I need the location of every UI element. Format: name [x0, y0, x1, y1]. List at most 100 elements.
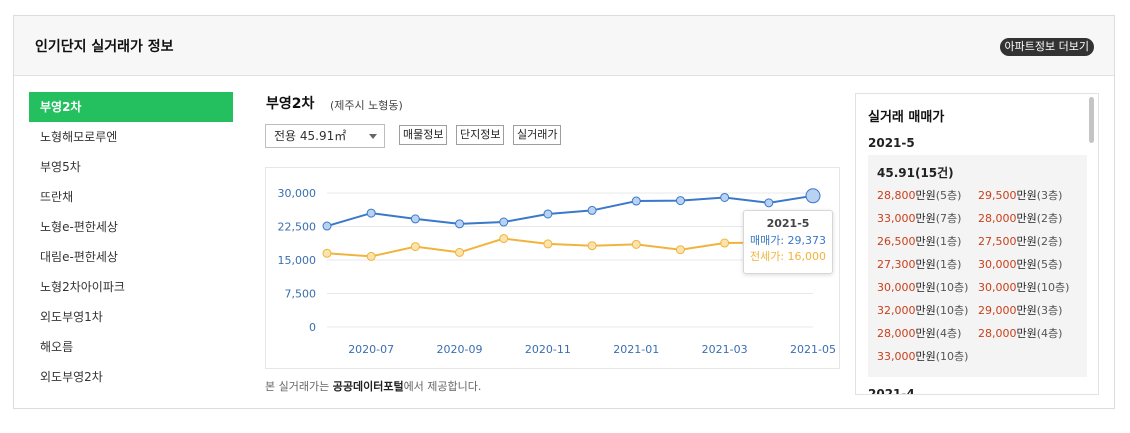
deal-item: 28,000만원(2층): [978, 210, 1062, 226]
deal-unit: 만원: [915, 304, 936, 317]
sidebar-item[interactable]: 해오름: [40, 340, 74, 354]
deal-floor: (2층): [1036, 235, 1063, 248]
series-line: [326, 194, 814, 228]
deal-item: 28,000만원(4층): [877, 325, 961, 341]
data-point[interactable]: [543, 239, 553, 249]
deal-amount: 29,500: [978, 189, 1017, 202]
deal-floor: (4층): [1036, 327, 1063, 340]
data-point[interactable]: [675, 196, 685, 206]
tooltip-sale-price: 매매가: 29,373: [749, 234, 827, 247]
x-tick-label: 2020-09: [437, 343, 483, 356]
panel-title: 인기단지 실거래가 정보: [35, 39, 174, 55]
deal-unit: 만원: [915, 212, 936, 225]
deal-unit: 만원: [915, 350, 936, 363]
tooltip-jeonse-price: 전세가: 16,000: [749, 250, 827, 263]
x-tick-label: 2021-01: [613, 343, 659, 356]
data-point[interactable]: [587, 241, 597, 251]
y-tick-label: 22,500: [278, 221, 317, 234]
data-point[interactable]: [720, 192, 730, 202]
data-point[interactable]: [764, 198, 774, 208]
deal-amount: 32,000: [877, 304, 916, 317]
data-point[interactable]: [631, 196, 641, 206]
chart-tooltip: 2021-5 매매가: 29,373 전세가: 16,000: [743, 210, 833, 274]
deal-amount: 30,000: [978, 258, 1017, 271]
data-point[interactable]: [587, 205, 597, 215]
x-tick-label: 2020-07: [348, 343, 394, 356]
deal-unit: 만원: [915, 235, 936, 248]
area-select-value: 전용 45.91㎡: [274, 129, 347, 143]
deal-unit: 만원: [915, 189, 936, 202]
deal-floor: (10층): [935, 350, 969, 363]
y-tick-label: 15,000: [278, 254, 317, 267]
deal-amount: 33,000: [877, 212, 916, 225]
data-point[interactable]: [322, 248, 332, 258]
deal-amount: 28,000: [978, 327, 1017, 340]
apartment-location: (제주시 노형동): [330, 99, 403, 112]
sidebar-item[interactable]: 부영5차: [40, 160, 81, 174]
deal-item: 27,300만원(1층): [877, 256, 961, 272]
deal-unit: 만원: [1016, 304, 1037, 317]
data-point[interactable]: [455, 247, 465, 257]
source-note-suffix: 에서 제공합니다.: [403, 380, 482, 393]
deal-unit: 만원: [1016, 258, 1037, 271]
deal-item: 28,800만원(5층): [877, 187, 961, 203]
deal-unit: 만원: [915, 327, 936, 340]
series-line: [326, 237, 814, 258]
data-point[interactable]: [675, 245, 685, 255]
deal-amount: 30,000: [978, 281, 1017, 294]
price-chart: 30,000 22,500 15,000 7,500 0 2020-07 2020-09 20…: [265, 167, 840, 369]
x-tick-label: 2021-05: [790, 343, 836, 356]
area-select[interactable]: 전용 45.91㎡: [265, 124, 385, 148]
data-point[interactable]: [322, 221, 332, 231]
data-point[interactable]: [366, 251, 376, 261]
deal-floor: (10층): [1036, 281, 1070, 294]
data-point[interactable]: [410, 214, 420, 224]
tab-real-price[interactable]: 실거래가: [513, 125, 562, 145]
deal-item: 29,000만원(3층): [978, 302, 1062, 318]
y-tick-label: 30,000: [278, 187, 317, 200]
deal-item: 28,000만원(4층): [978, 325, 1062, 341]
data-point[interactable]: [455, 219, 465, 229]
deal-floor: (1층): [935, 258, 962, 271]
sidebar-item[interactable]: 뜨란채: [40, 190, 74, 204]
deal-unit: 만원: [1016, 189, 1037, 202]
data-point[interactable]: [410, 242, 420, 252]
data-point[interactable]: [543, 209, 553, 219]
source-note-prefix: 본 실거래가는: [265, 380, 333, 393]
data-point[interactable]: [631, 239, 641, 249]
sidebar-item[interactable]: 부영2차: [29, 92, 233, 122]
deals-next-month: 2021-4: [868, 387, 915, 395]
deal-amount: 33,000: [877, 350, 916, 363]
deals-scrollbar[interactable]: [1089, 97, 1094, 143]
deal-floor: (5층): [935, 189, 962, 202]
sidebar-item[interactable]: 노형해모로루엔: [40, 130, 118, 144]
sidebar-item[interactable]: 외도부영2차: [40, 370, 103, 384]
tab-listing-info[interactable]: 매물정보: [399, 125, 448, 145]
deal-floor: (10층): [935, 281, 969, 294]
deal-item: 30,000만원(10층): [877, 279, 968, 295]
deal-amount: 28,000: [877, 327, 916, 340]
deal-item: 26,500만원(1층): [877, 233, 961, 249]
data-point[interactable]: [720, 238, 730, 248]
tab-complex-info[interactable]: 단지정보: [456, 125, 505, 145]
deal-amount: 27,500: [978, 235, 1017, 248]
sidebar-item[interactable]: 노형2차아이파크: [40, 280, 125, 294]
real-deals-panel: 실거래 매매가 2021-5 45.91(15건) 28,800만원(5층) 29…: [855, 93, 1099, 395]
deal-group-area: 45.91(15건): [877, 166, 954, 180]
deals-month: 2021-5: [868, 136, 915, 150]
data-point[interactable]: [499, 234, 509, 244]
sidebar-item[interactable]: 대림e-편한세상: [40, 250, 118, 264]
data-point[interactable]: [366, 208, 376, 218]
data-point[interactable]: [805, 188, 821, 204]
deal-floor: (1층): [935, 235, 962, 248]
deal-amount: 27,300: [877, 258, 916, 271]
deal-floor: (3층): [1036, 189, 1063, 202]
y-tick-label: 7,500: [285, 288, 317, 301]
tooltip-date: 2021-5: [766, 217, 810, 230]
apartment-info-more-button[interactable]: 아파트정보 더보기: [999, 38, 1094, 56]
sidebar-item[interactable]: 노형e-편한세상: [40, 220, 118, 234]
deal-item: 33,000만원(10층): [877, 348, 968, 364]
data-point[interactable]: [499, 217, 509, 227]
sidebar-item[interactable]: 외도부영1차: [40, 310, 103, 324]
